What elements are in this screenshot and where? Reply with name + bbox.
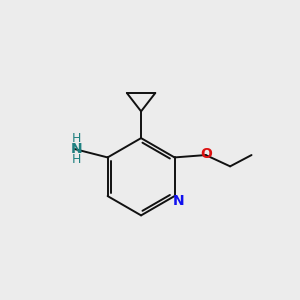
Text: N: N [70,142,82,156]
Text: H: H [72,153,81,166]
Text: O: O [200,148,212,161]
Text: N: N [172,194,184,208]
Text: H: H [72,132,81,145]
